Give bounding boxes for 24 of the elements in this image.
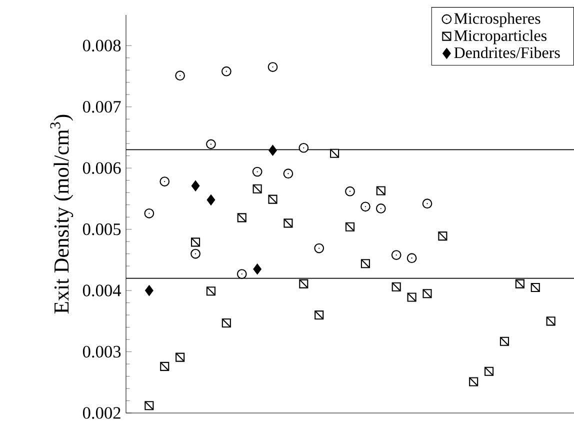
- legend-label: Dendrites/Fibers: [454, 46, 560, 58]
- point: [145, 285, 154, 296]
- y-axis-title: Exit Density (mol/cm$^{3}$): [50, 114, 74, 314]
- legend-label: Microspheres: [454, 12, 540, 28]
- point: [360, 202, 370, 212]
- point: [376, 204, 386, 214]
- point: [175, 70, 186, 81]
- y-tick-label: 0.005: [82, 223, 121, 236]
- point: [252, 166, 262, 177]
- point: [268, 144, 277, 156]
- point: [206, 194, 216, 206]
- point: [236, 269, 247, 279]
- y-tick-label: 0.002: [82, 407, 120, 419]
- y-tick-label: 0.003: [82, 346, 121, 358]
- y-tick-label: 0.007: [82, 100, 121, 113]
- legend-label: Microparticles: [454, 30, 546, 44]
- point: [191, 180, 200, 192]
- point: [253, 264, 262, 274]
- point: [160, 176, 170, 186]
- y-tick-label: 0.006: [82, 162, 121, 174]
- point: [391, 250, 402, 260]
- y-tick-label: 0.008: [82, 40, 121, 52]
- y-tick-label: 0.004: [82, 284, 122, 296]
- point: [345, 186, 355, 196]
